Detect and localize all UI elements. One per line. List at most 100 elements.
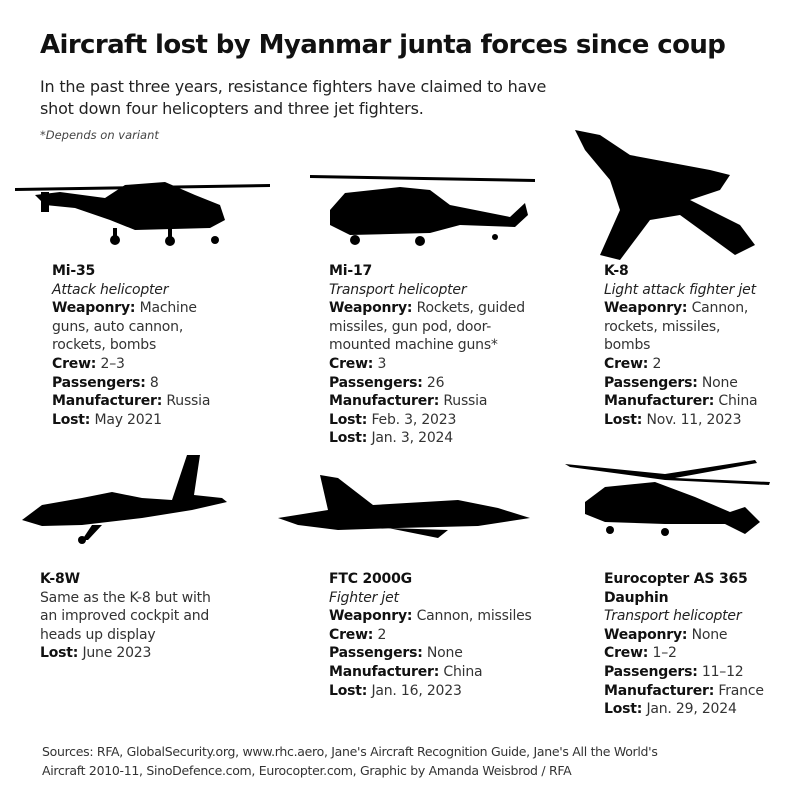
spec-label: Lost: bbox=[52, 411, 91, 428]
spec-value: 2 bbox=[377, 626, 387, 643]
aircraft-name: Eurocopter AS 365 Dauphin bbox=[604, 571, 748, 606]
spec-value: Nov. 11, 2023 bbox=[646, 411, 742, 428]
spec-row: Weaponry: Cannon, rockets, missiles, bom… bbox=[604, 299, 764, 355]
spec-label: Passengers: bbox=[604, 663, 698, 680]
spec-row: Manufacturer: France bbox=[604, 682, 774, 701]
spec-row: Lost: June 2023 bbox=[40, 644, 230, 663]
spec-label: Lost: bbox=[604, 411, 643, 428]
spec-value: Cannon, missiles bbox=[416, 608, 532, 625]
aircraft-card: K-8 Light attack fighter jet Weaponry: Can… bbox=[604, 262, 764, 429]
spec-value: Machine guns, auto cannon, rockets, bomb… bbox=[52, 300, 197, 354]
aircraft-type: Transport helicopter bbox=[329, 281, 467, 298]
spec-value: Cannon, rockets, missiles, bombs bbox=[604, 300, 749, 354]
spec-value: 8 bbox=[149, 374, 159, 391]
jet-side-view-icon bbox=[22, 455, 227, 544]
spec-label: Manufacturer: bbox=[604, 682, 715, 699]
spec-label: Crew: bbox=[604, 645, 649, 662]
spec-row: Crew: 3 bbox=[329, 355, 549, 374]
spec-label: Passengers: bbox=[52, 374, 146, 391]
aircraft-description: Same as the K-8 but with an improved coc… bbox=[40, 589, 211, 643]
spec-row: Weaponry: Machine guns, auto cannon, roc… bbox=[52, 299, 222, 355]
footnote: *Depends on variant bbox=[40, 128, 159, 142]
spec-row: Lost: Jan. 3, 2024 bbox=[329, 429, 549, 448]
spec-value: France bbox=[718, 682, 764, 699]
spec-label: Manufacturer: bbox=[329, 393, 440, 410]
aircraft-name: Mi-17 bbox=[329, 263, 373, 279]
aircraft-name: K-8W bbox=[40, 571, 80, 587]
spec-row: Passengers: None bbox=[604, 374, 764, 393]
transport-helicopter-icon bbox=[310, 175, 535, 246]
spec-row: Passengers: 26 bbox=[329, 374, 549, 393]
spec-label: Weaponry: bbox=[329, 608, 413, 625]
attack-helicopter-icon bbox=[15, 182, 270, 246]
spec-row: Crew: 2 bbox=[329, 626, 549, 645]
spec-value: 2 bbox=[652, 355, 662, 372]
spec-value: China bbox=[718, 393, 758, 410]
aircraft-name: Mi-35 bbox=[52, 263, 96, 279]
spec-label: Weaponry: bbox=[604, 300, 688, 317]
dauphin-helicopter-icon bbox=[565, 460, 770, 536]
aircraft-type: Transport helicopter bbox=[604, 608, 742, 625]
aircraft-card: Mi-35 Attack helicopter Weaponry: Machine … bbox=[52, 262, 222, 429]
spec-value: 3 bbox=[377, 355, 387, 372]
aircraft-type: Attack helicopter bbox=[52, 281, 169, 298]
spec-label: Passengers: bbox=[329, 374, 423, 391]
spec-label: Manufacturer: bbox=[604, 393, 715, 410]
spec-row: Weaponry: None bbox=[604, 626, 774, 645]
spec-row: Lost: Nov. 11, 2023 bbox=[604, 411, 764, 430]
aircraft-card: Eurocopter AS 365 Dauphin Transport helic… bbox=[604, 570, 774, 719]
spec-value: 11–12 bbox=[701, 663, 744, 680]
aircraft-type: Fighter jet bbox=[329, 589, 399, 606]
spec-label: Crew: bbox=[52, 355, 97, 372]
spec-label: Manufacturer: bbox=[329, 663, 440, 680]
spec-value: 26 bbox=[426, 374, 445, 391]
spec-row: Crew: 1–2 bbox=[604, 644, 774, 663]
spec-label: Lost: bbox=[604, 701, 643, 718]
spec-row: Crew: 2 bbox=[604, 355, 764, 374]
spec-label: Crew: bbox=[329, 355, 374, 372]
spec-row: Passengers: 11–12 bbox=[604, 663, 774, 682]
spec-row: Lost: May 2021 bbox=[52, 411, 222, 430]
spec-row: Crew: 2–3 bbox=[52, 355, 222, 374]
spec-row: Weaponry: Cannon, missiles bbox=[329, 607, 549, 626]
jet-top-view-icon bbox=[575, 130, 755, 260]
spec-row: Passengers: 8 bbox=[52, 374, 222, 393]
spec-value: June 2023 bbox=[82, 645, 152, 662]
spec-row: Manufacturer: Russia bbox=[52, 392, 222, 411]
subtitle: In the past three years, resistance figh… bbox=[40, 77, 547, 118]
aircraft-type: Light attack fighter jet bbox=[604, 281, 756, 298]
spec-value: Feb. 3, 2023 bbox=[371, 411, 457, 428]
spec-value: Russia bbox=[443, 393, 488, 410]
spec-row: Manufacturer: Russia bbox=[329, 392, 549, 411]
page-title: Aircraft lost by Myanmar junta forces si… bbox=[40, 30, 726, 60]
sources-credit: Sources: RFA, GlobalSecurity.org, www.rh… bbox=[42, 744, 658, 778]
spec-value: Jan. 29, 2024 bbox=[646, 701, 737, 718]
spec-value: Russia bbox=[166, 393, 211, 410]
spec-value: 1–2 bbox=[652, 645, 677, 662]
spec-label: Crew: bbox=[329, 626, 374, 643]
aircraft-name: FTC 2000G bbox=[329, 571, 412, 587]
spec-value: None bbox=[701, 374, 738, 391]
aircraft-card: Mi-17 Transport helicopter Weaponry: Rocke… bbox=[329, 262, 549, 448]
spec-label: Weaponry: bbox=[52, 300, 136, 317]
spec-row: Manufacturer: China bbox=[329, 663, 549, 682]
spec-row: Lost: Jan. 16, 2023 bbox=[329, 682, 549, 701]
spec-row: Lost: Feb. 3, 2023 bbox=[329, 411, 549, 430]
spec-label: Crew: bbox=[604, 355, 649, 372]
spec-label: Weaponry: bbox=[329, 300, 413, 317]
aircraft-card: FTC 2000G Fighter jet Weaponry: Cannon, mi… bbox=[329, 570, 549, 700]
spec-value: Jan. 16, 2023 bbox=[371, 682, 462, 699]
spec-row: Manufacturer: China bbox=[604, 392, 764, 411]
spec-value: China bbox=[443, 663, 483, 680]
spec-label: Manufacturer: bbox=[52, 393, 163, 410]
aircraft-card: K-8W Same as the K-8 but with an improved… bbox=[40, 570, 230, 663]
spec-label: Lost: bbox=[329, 682, 368, 699]
spec-value: Jan. 3, 2024 bbox=[371, 430, 453, 447]
spec-label: Weaponry: bbox=[604, 626, 688, 643]
spec-label: Lost: bbox=[329, 411, 368, 428]
spec-value: 2–3 bbox=[100, 355, 125, 372]
spec-label: Lost: bbox=[329, 430, 368, 447]
spec-value: Rockets, guided missiles, gun pod, door-… bbox=[329, 300, 525, 354]
spec-label: Lost: bbox=[40, 645, 79, 662]
aircraft-name: K-8 bbox=[604, 263, 629, 279]
